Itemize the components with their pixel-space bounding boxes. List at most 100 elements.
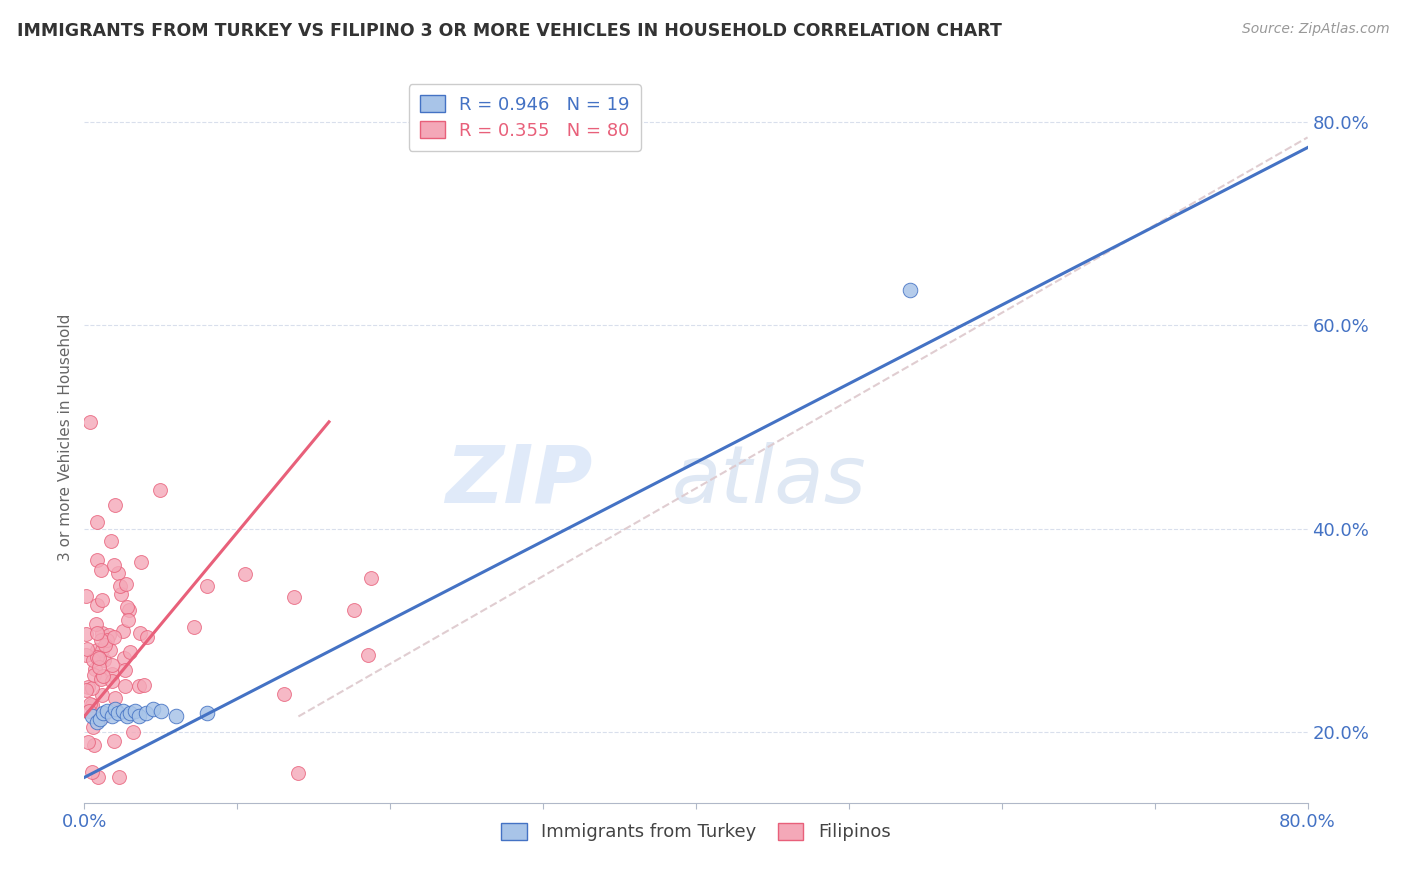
Point — [76, 735, 98, 749]
Point — [100, 533, 122, 548]
Point — [115, 577, 138, 591]
Point — [117, 613, 139, 627]
Point — [82, 720, 104, 734]
Point — [86, 626, 108, 640]
Point — [90, 673, 112, 687]
Point — [90, 632, 112, 647]
Point — [128, 709, 150, 723]
Point — [89, 713, 111, 727]
Point — [97, 628, 120, 642]
Text: IMMIGRANTS FROM TURKEY VS FILIPINO 3 OR MORE VEHICLES IN HOUSEHOLD CORRELATION C: IMMIGRANTS FROM TURKEY VS FILIPINO 3 OR … — [17, 22, 1001, 40]
Point — [132, 678, 155, 692]
Point — [114, 679, 136, 693]
Point — [183, 620, 205, 634]
Point — [75, 590, 97, 604]
Point — [89, 660, 111, 674]
Point — [112, 650, 135, 665]
Point — [107, 566, 129, 580]
Point — [91, 706, 114, 721]
Point — [283, 590, 305, 604]
Point — [76, 680, 98, 694]
Point — [129, 555, 152, 569]
Point — [108, 771, 131, 785]
Point — [111, 705, 134, 719]
Point — [86, 643, 108, 657]
Point — [103, 734, 125, 748]
Point — [79, 698, 101, 712]
Point — [84, 662, 107, 676]
Point — [148, 483, 170, 498]
Point — [96, 632, 118, 647]
Point — [91, 626, 114, 640]
Point — [103, 558, 125, 573]
Point — [96, 705, 118, 719]
Point — [135, 706, 157, 721]
Point — [91, 688, 114, 702]
Text: ZIP: ZIP — [444, 442, 592, 520]
Point — [93, 669, 115, 683]
Point — [76, 642, 98, 657]
Point — [287, 766, 309, 780]
Point — [104, 499, 127, 513]
Point — [149, 705, 172, 719]
Point — [80, 698, 103, 712]
Point — [195, 579, 218, 593]
Point — [273, 687, 295, 701]
Point — [79, 415, 101, 429]
Point — [360, 571, 382, 585]
Point — [90, 563, 112, 577]
Point — [86, 650, 108, 665]
Point — [75, 626, 97, 640]
Point — [136, 631, 159, 645]
Point — [100, 658, 122, 673]
Point — [94, 638, 117, 652]
Point — [110, 579, 132, 593]
Point — [101, 666, 124, 681]
Point — [86, 714, 108, 729]
Point — [115, 709, 138, 723]
Point — [79, 704, 101, 718]
Point — [93, 653, 115, 667]
Point — [122, 725, 145, 739]
Point — [87, 770, 110, 784]
Point — [104, 702, 127, 716]
Point — [114, 663, 136, 677]
Point — [80, 765, 103, 780]
Point — [83, 738, 105, 752]
Y-axis label: 3 or more Vehicles in Household: 3 or more Vehicles in Household — [58, 313, 73, 561]
Point — [233, 566, 256, 581]
Legend: Immigrants from Turkey, Filipinos: Immigrants from Turkey, Filipinos — [494, 815, 898, 848]
Point — [142, 702, 165, 716]
Point — [165, 709, 187, 723]
Point — [83, 668, 105, 682]
Point — [104, 691, 127, 706]
Point — [87, 650, 110, 665]
Point — [91, 592, 114, 607]
Point — [129, 626, 152, 640]
Point — [115, 600, 138, 615]
Text: Source: ZipAtlas.com: Source: ZipAtlas.com — [1241, 22, 1389, 37]
Point — [98, 642, 121, 657]
Point — [75, 648, 97, 663]
Point — [110, 587, 132, 601]
Point — [91, 643, 114, 657]
Point — [75, 683, 97, 698]
Point — [898, 283, 921, 297]
Point — [112, 624, 135, 638]
Point — [86, 553, 108, 567]
Text: atlas: atlas — [672, 442, 866, 520]
Point — [195, 706, 218, 721]
Point — [86, 599, 108, 613]
Point — [91, 709, 114, 723]
Point — [118, 645, 141, 659]
Point — [128, 679, 150, 693]
Point — [107, 706, 129, 721]
Point — [124, 705, 146, 719]
Point — [100, 674, 122, 689]
Point — [86, 515, 108, 529]
Point — [80, 709, 103, 723]
Point — [357, 648, 380, 662]
Point — [120, 706, 142, 721]
Point — [84, 617, 107, 632]
Point — [342, 603, 364, 617]
